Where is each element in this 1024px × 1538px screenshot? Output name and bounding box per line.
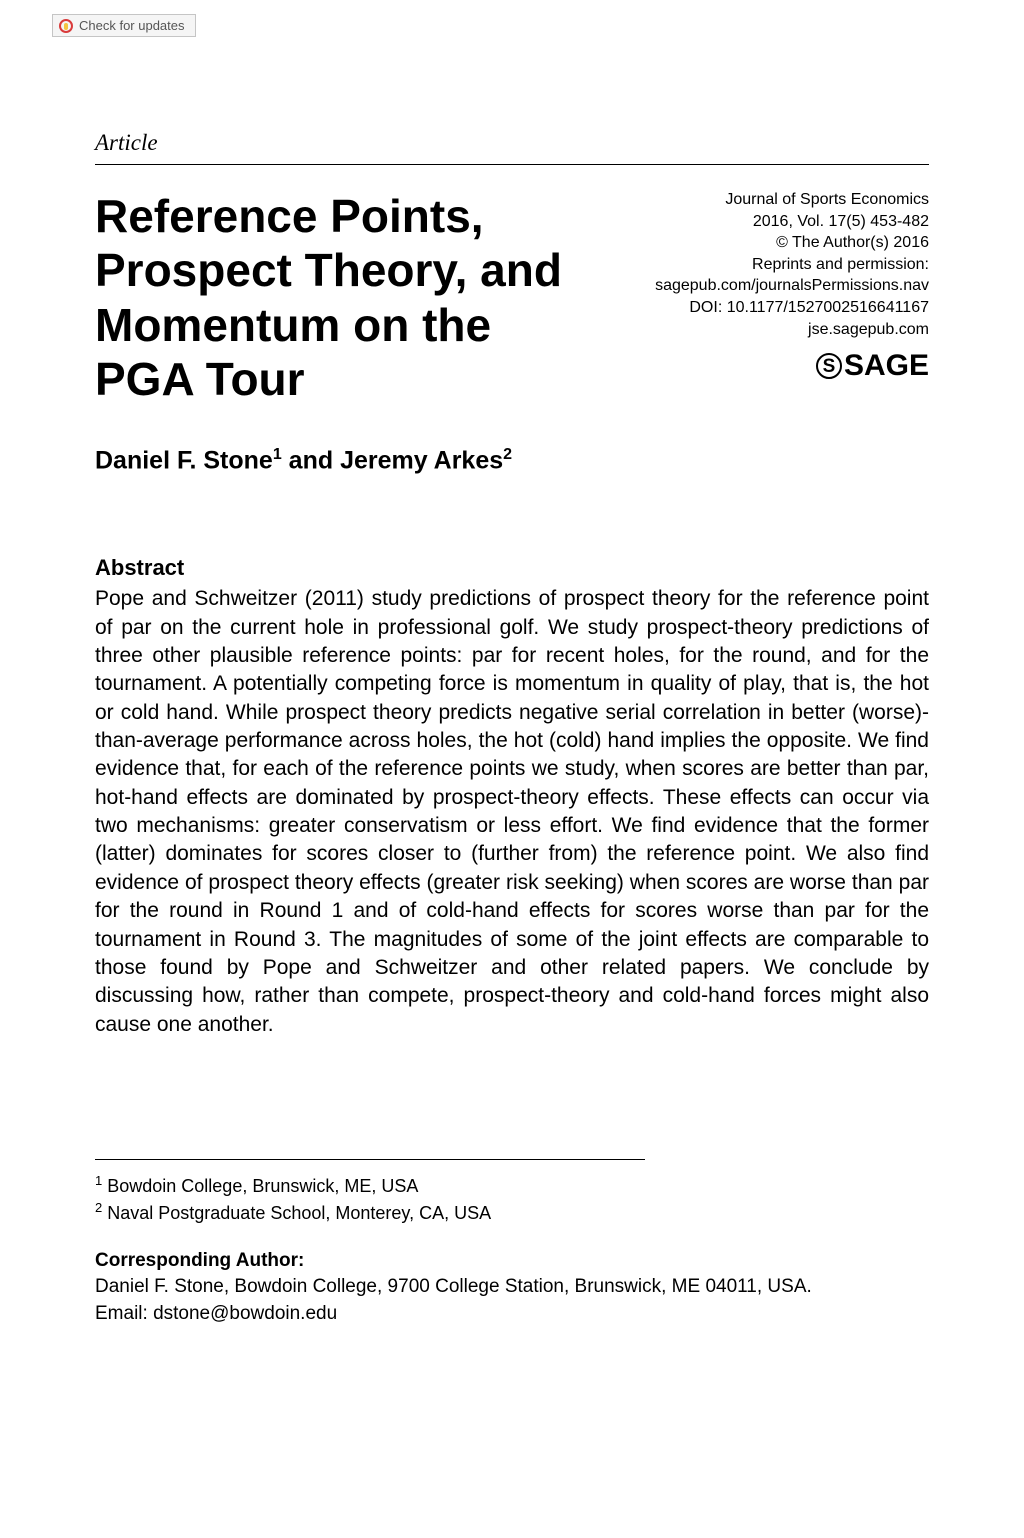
article-type-label: Article (95, 130, 929, 156)
sage-s-icon: S (816, 353, 842, 379)
header-row: Reference Points, Prospect Theory, and M… (95, 189, 929, 406)
journal-permissions-url: sagepub.com/journalsPermissions.nav (629, 275, 929, 297)
journal-reprints: Reprints and permission: (629, 254, 929, 276)
corresponding-line-2: Email: dstone@bowdoin.edu (95, 1301, 929, 1328)
corresponding-heading: Corresponding Author: (95, 1250, 929, 1272)
affiliations: 1 Bowdoin College, Brunswick, ME, USA 2 … (95, 1172, 929, 1226)
corresponding-line-1: Daniel F. Stone, Bowdoin College, 9700 C… (95, 1274, 929, 1301)
abstract-body: Pope and Schweitzer (2011) study predict… (95, 585, 929, 1039)
author-1: Daniel F. Stone (95, 446, 273, 474)
author-1-sup: 1 (273, 446, 282, 463)
aff-2-text: Naval Postgraduate School, Monterey, CA,… (102, 1203, 491, 1223)
journal-meta: Journal of Sports Economics 2016, Vol. 1… (629, 189, 929, 387)
journal-name: Journal of Sports Economics (629, 189, 929, 211)
crossmark-icon (59, 19, 73, 33)
article-page: Article Reference Points, Prospect Theor… (0, 0, 1024, 1387)
author-2: Jeremy Arkes (340, 446, 503, 474)
abstract-heading: Abstract (95, 555, 929, 581)
journal-copyright: © The Author(s) 2016 (629, 232, 929, 254)
journal-site: jse.sagepub.com (629, 319, 929, 341)
footnote-rule (95, 1159, 645, 1160)
affiliation-1: 1 Bowdoin College, Brunswick, ME, USA (95, 1172, 929, 1199)
check-updates-badge[interactable]: Check for updates (52, 14, 196, 37)
article-title: Reference Points, Prospect Theory, and M… (95, 189, 589, 406)
author-2-sup: 2 (503, 446, 512, 463)
authors-joiner: and (282, 446, 340, 474)
journal-issue: 2016, Vol. 17(5) 453-482 (629, 211, 929, 233)
aff-1-text: Bowdoin College, Brunswick, ME, USA (102, 1176, 418, 1196)
affiliation-2: 2 Naval Postgraduate School, Monterey, C… (95, 1199, 929, 1226)
journal-doi: DOI: 10.1177/1527002516641167 (629, 297, 929, 319)
header-rule (95, 164, 929, 165)
check-updates-label: Check for updates (79, 18, 185, 33)
corresponding-body: Daniel F. Stone, Bowdoin College, 9700 C… (95, 1274, 929, 1327)
authors-line: Daniel F. Stone1 and Jeremy Arkes2 (95, 446, 929, 475)
sage-logo: SSAGE (816, 346, 929, 387)
sage-text: SAGE (844, 346, 929, 387)
